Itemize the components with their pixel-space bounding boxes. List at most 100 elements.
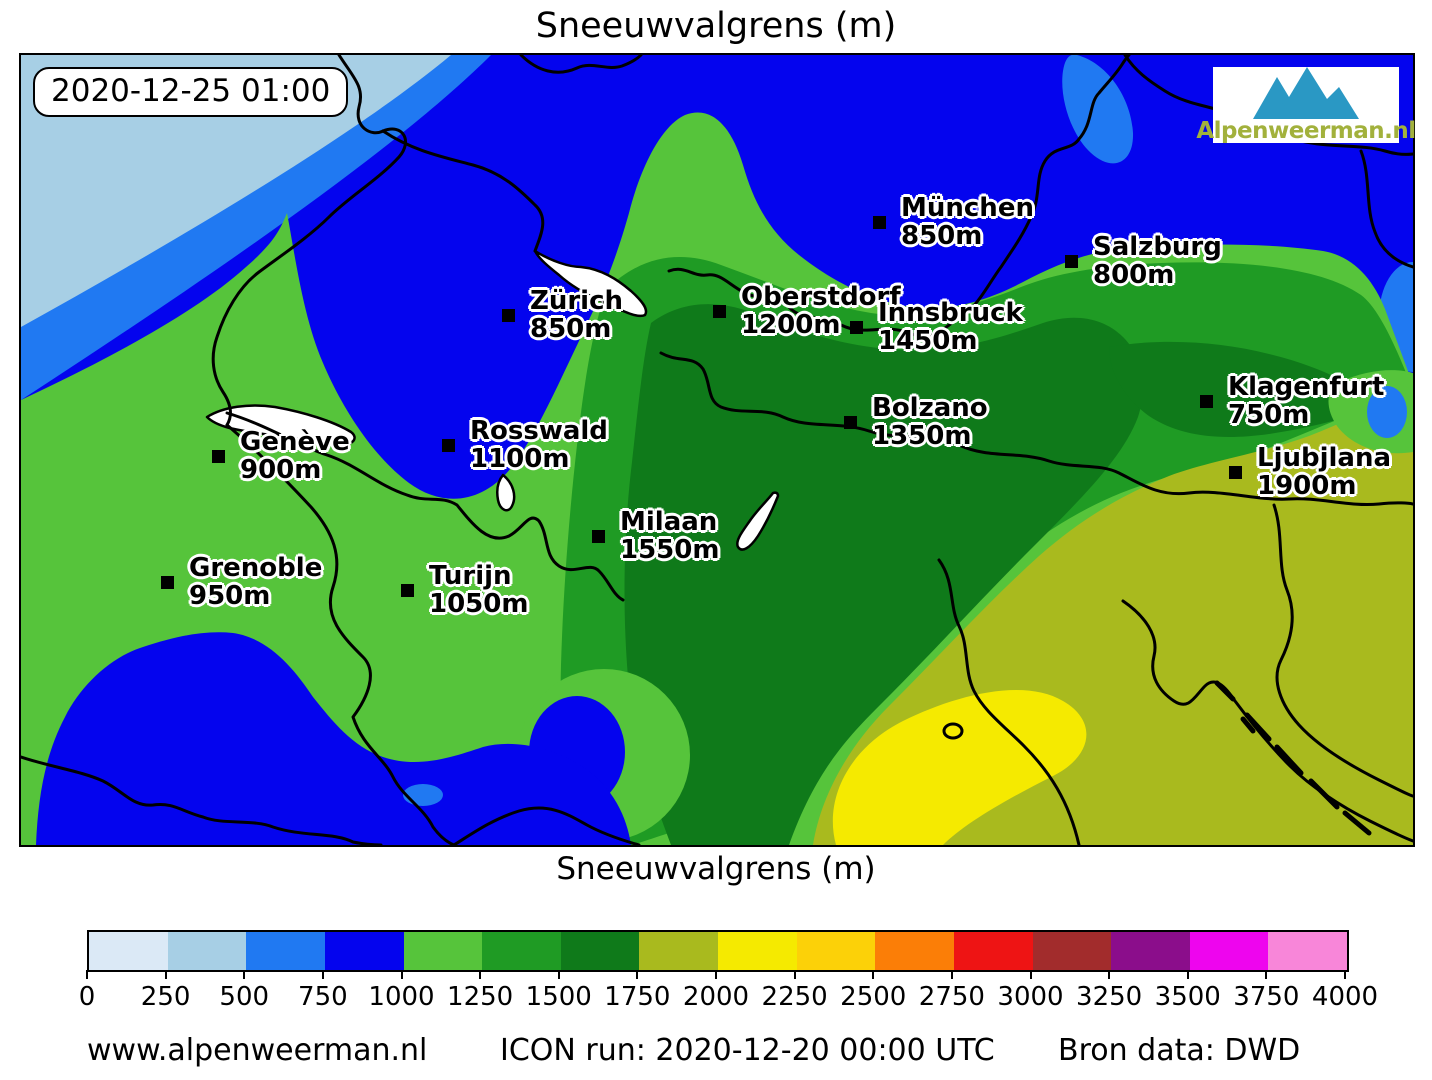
page-title: Sneeuwvalgrens (m) [535,6,897,46]
colorbar-title: Sneeuwvalgrens (m) [556,851,876,887]
city-marker [873,216,886,229]
alpenweerman-logo: Alpenweerman.nl [1196,67,1416,143]
colorbar-tick-label: 1250 [447,982,514,1012]
city-name: München [901,193,1034,223]
city-marker [161,576,174,589]
colorbar-tick-mark [86,970,88,979]
colorbar-segment [324,932,404,970]
logo-text: Alpenweerman.nl [1196,118,1416,144]
colorbar-segment [89,932,168,970]
colorbar-tick-mark [1108,970,1111,979]
city-value: 1900m [1257,471,1357,501]
colorbar-segment [953,932,1033,970]
footer-model-run: ICON run: 2020-12-20 00:00 UTC [500,1033,995,1068]
timestamp-box: 2020-12-25 01:00 [33,67,349,117]
city-value: 850m [901,221,983,251]
city-marker [401,584,414,597]
colorbar-tick-mark [479,970,482,979]
city-label: Ljubjlana 1900m [1257,444,1391,500]
city-label: Grenoble 950m [189,554,322,610]
city-marker [713,305,726,318]
colorbar-tick-mark [793,970,796,979]
city-label: Bolzano 1350m [872,394,988,450]
city-name: Salzburg [1093,232,1222,262]
colorbar-segment [167,932,247,970]
city-value: 850m [530,314,612,344]
colorbar-tick-mark [872,970,875,979]
city-name: Grenoble [189,553,323,583]
colorbar-tick-label: 2000 [682,982,750,1012]
footer-website: www.alpenweerman.nl [87,1033,428,1068]
colorbar-tick-mark [164,970,167,979]
footer-data-source: Bron data: DWD [1058,1033,1301,1068]
colorbar-tick-label: 3750 [1233,982,1300,1012]
map-frame: 2020-12-25 01:00 Alpenweerman.nl München… [19,53,1416,847]
colorbar-tick-label: 1000 [368,982,435,1012]
city-name: Genève [240,427,350,457]
city-label: Klagenfurt 750m [1228,373,1384,429]
city-label: Salzburg 800m [1093,233,1222,289]
colorbar-tick-mark [557,970,560,979]
city-value: 750m [1228,400,1310,430]
city-marker [442,439,455,452]
city-marker [212,450,225,463]
colorbar-segment [403,932,483,970]
city-value: 800m [1093,260,1175,290]
colorbar-tick-mark [1186,970,1189,979]
colorbar-tick-label: 750 [298,982,348,1012]
colorbar-segment [639,932,718,970]
city-marker [844,416,857,429]
colorbar-tick-label: 3500 [1154,982,1221,1012]
city-marker [1200,395,1213,408]
colorbar-segment [1189,932,1269,970]
colorbar-tick-label: 2750 [918,982,985,1012]
colorbar-segment [796,932,876,970]
colorbar-segment [1268,932,1347,970]
city-label: Zürich 850m [530,287,623,343]
colorbar-tick-label: 2500 [840,982,907,1012]
city-name: Bolzano [872,393,988,423]
city-name: Oberstdorf [741,282,901,312]
colorbar-tick-mark [950,970,953,979]
colorbar-tick-mark [400,970,403,979]
colorbar-tick-mark [1265,970,1268,979]
city-marker [1229,466,1242,479]
colorbar-tick-mark [1029,970,1032,979]
city-name: Rosswald [470,416,608,446]
city-label: Rosswald 1100m [470,417,608,473]
city-value: 1200m [741,310,841,340]
city-label: München 850m [901,194,1034,250]
colorbar-segment [718,932,797,970]
colorbar-tick-mark [636,970,639,979]
colorbar-tick-label: 4000 [1311,982,1379,1012]
colorbar-tick-mark [1344,970,1346,979]
city-name: Klagenfurt [1228,372,1385,402]
colorbar-tick-label: 3000 [997,982,1064,1012]
city-label: Innsbruck 1450m [878,299,1023,355]
colorbar-tick-label: 3250 [1076,982,1143,1012]
city-label: Genève 900m [240,428,350,484]
colorbar-segment [875,932,954,970]
city-name: Zürich [530,286,624,316]
colorbar-tick-label: 500 [219,982,270,1012]
city-value: 1100m [470,444,570,474]
city-value: 1350m [872,421,972,451]
city-marker [850,321,863,334]
city-value: 900m [240,455,322,485]
city-value: 1550m [620,535,720,565]
colorbar-tick-label: 1500 [525,982,592,1012]
city-marker [502,309,515,322]
city-value: 1050m [429,589,529,619]
adriatic-islands [1214,680,1372,836]
colorbar-segment [1111,932,1190,970]
city-name: Milaan [620,507,718,537]
colorbar-tick-label: 250 [140,982,191,1012]
colorbar-segment [1032,932,1112,970]
colorbar-tick-mark [243,970,246,979]
city-label: Oberstdorf 1200m [741,283,901,339]
lakes [205,249,780,551]
colorbar-segment [246,932,325,970]
city-label: Milaan 1550m [620,508,719,564]
colorbar [87,930,1349,972]
